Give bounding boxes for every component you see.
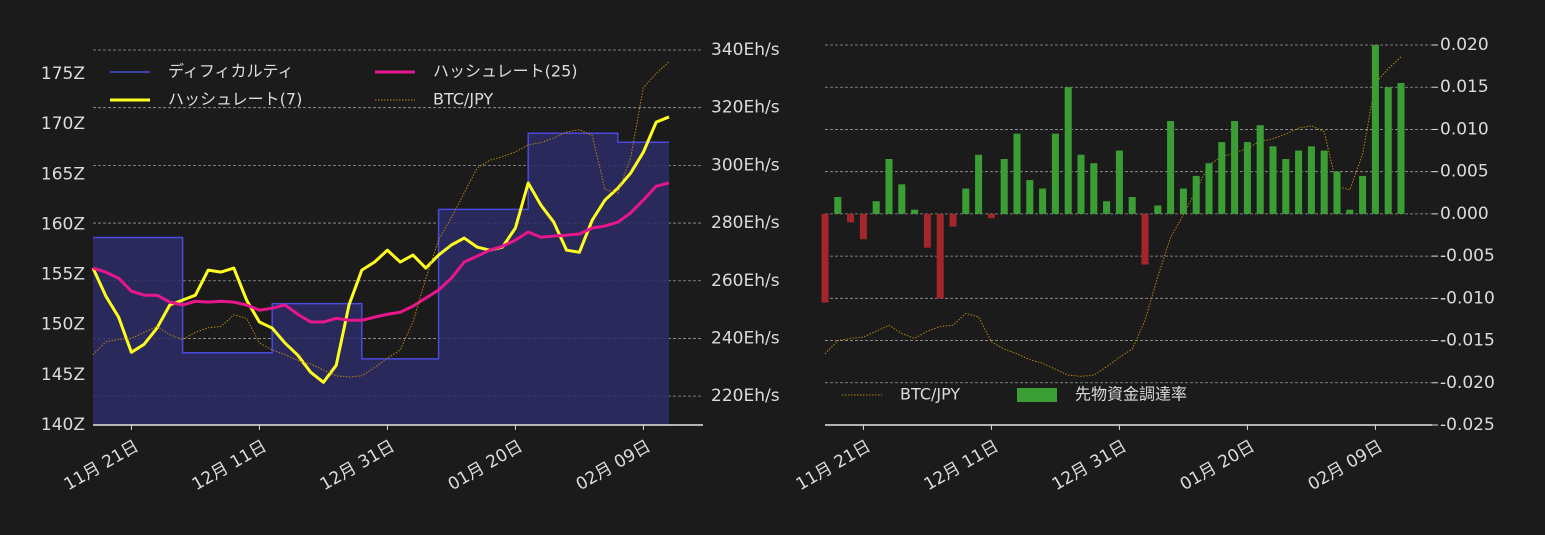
bar: [1051, 133, 1059, 214]
legend-label: ハッシュレート(25): [433, 62, 578, 81]
bar: [1295, 150, 1303, 214]
y-tick-label: 240Eh/s: [711, 328, 780, 348]
bar: [949, 213, 957, 227]
y-tick-label: 340Eh/s: [711, 40, 780, 60]
bar: [859, 213, 867, 240]
bar: [975, 154, 983, 214]
bar: [1115, 150, 1123, 214]
y-tick-label: 220Eh/s: [711, 386, 780, 406]
y-tick-label: 0.000: [1440, 204, 1489, 224]
bar: [885, 159, 893, 214]
bar: [898, 184, 906, 214]
x-tick-label: 02月 09日: [1305, 436, 1387, 495]
bar: [1397, 83, 1405, 214]
bar: [923, 213, 931, 248]
bar: [847, 213, 855, 223]
x-tick-label: 12月 11日: [921, 436, 1003, 495]
bar: [1013, 133, 1021, 214]
y-tick-label: 140Z: [41, 415, 85, 435]
y-tick-label: 0.020: [1440, 35, 1489, 55]
line: [91, 115, 670, 384]
bar: [1167, 121, 1175, 214]
bar: [1026, 180, 1034, 214]
legend-label: BTC/JPY: [433, 90, 493, 109]
y-tick-label: 0.010: [1440, 119, 1489, 139]
legend-label: ディフィカルティ: [168, 62, 294, 81]
bar: [821, 213, 829, 303]
legend-label: 先物資金調達率: [1075, 385, 1187, 404]
y-tick-label: -0.005: [1440, 246, 1495, 266]
y-tick-label: -0.015: [1440, 331, 1495, 351]
y-tick-label: 145Z: [41, 365, 85, 385]
y-tick-label: 150Z: [41, 315, 85, 335]
bar: [834, 197, 842, 214]
x-tick-label: 01月 20日: [445, 436, 527, 495]
bar: [1128, 197, 1136, 214]
bar: [1269, 146, 1277, 214]
bar: [1179, 188, 1187, 214]
chart: -0.025 -0.020 -0.015 -0.010 -0.005 0.000 0.005…: [793, 35, 1495, 495]
bar: [1333, 171, 1341, 214]
legend-label: ハッシュレート(7): [168, 90, 302, 109]
y-tick-label: -0.010: [1440, 288, 1495, 308]
bar: [1077, 154, 1085, 214]
x-tick-label: 11月 21日: [793, 436, 875, 495]
bar: [1243, 142, 1251, 214]
y-tick-label: 280Eh/s: [711, 213, 780, 233]
bar: [1064, 87, 1072, 214]
bar: [1000, 159, 1008, 214]
y-tick-label: 155Z: [41, 265, 85, 285]
bar: [1307, 146, 1315, 214]
bar: [1231, 121, 1239, 214]
bar: [1346, 209, 1354, 214]
line: [92, 181, 670, 324]
bar: [1371, 45, 1379, 214]
bar: [962, 188, 970, 214]
bar: [1154, 205, 1162, 214]
y-tick-label: 165Z: [41, 164, 85, 184]
bar: [936, 213, 944, 299]
x-tick-label: 12月 11日: [189, 436, 271, 495]
bar: [987, 213, 995, 219]
bar: [1256, 125, 1264, 214]
bar: [1320, 150, 1328, 214]
y-tick-label: 0.015: [1440, 77, 1489, 97]
bar: [1039, 188, 1047, 214]
y-tick-label: 0.005: [1440, 162, 1489, 182]
legend-label: BTC/JPY: [900, 385, 960, 404]
line: [93, 132, 669, 360]
y-tick-label: 300Eh/s: [711, 155, 780, 175]
x-tick-label: 12月 31日: [317, 436, 399, 495]
y-tick-label: 170Z: [41, 114, 85, 134]
area: [93, 133, 669, 425]
line: [92, 61, 670, 378]
x-tick-label: 01月 20日: [1177, 436, 1259, 495]
y-tick-label: -0.025: [1440, 415, 1495, 435]
bar: [872, 201, 880, 214]
bar: [1103, 201, 1111, 214]
x-tick-label: 11月 21日: [61, 436, 143, 495]
y-tick-label: 160Z: [41, 214, 85, 234]
chart: 140Z 145Z 150Z 155Z 160Z 165Z 170Z 175Z 220Eh/s 2…: [41, 40, 780, 495]
bar: [1384, 87, 1392, 214]
bar: [1282, 159, 1290, 214]
bar: [1359, 175, 1367, 214]
bar: [1141, 213, 1149, 265]
y-tick-label: 320Eh/s: [711, 98, 780, 118]
x-tick-label: 12月 31日: [1049, 436, 1131, 495]
legend-swatch: [1017, 388, 1057, 402]
bar: [1090, 163, 1098, 214]
line: [824, 56, 1402, 377]
x-tick-label: 02月 09日: [573, 436, 655, 495]
y-tick-label: 175Z: [41, 64, 85, 84]
bar: [1218, 142, 1226, 214]
bar: [1192, 175, 1200, 214]
y-tick-label: -0.020: [1440, 373, 1495, 393]
bar: [1205, 163, 1213, 214]
bar: [911, 209, 919, 214]
y-tick-label: 260Eh/s: [711, 271, 780, 291]
